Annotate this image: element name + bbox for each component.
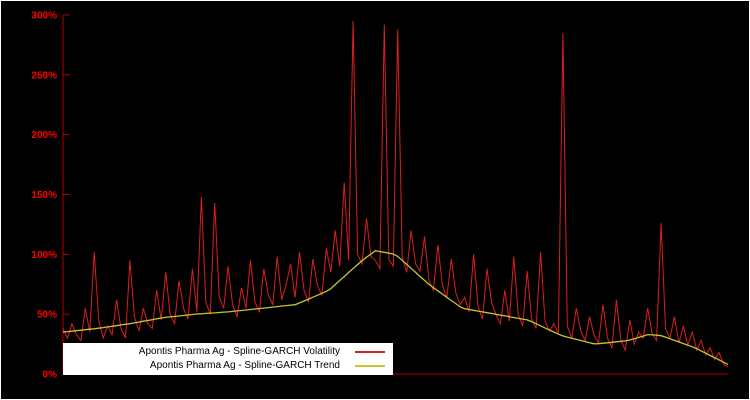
legend: Apontis Pharma Ag - Spline-GARCH Volatil… — [63, 343, 393, 375]
y-tick-label: 300% — [31, 11, 57, 22]
y-tick-label: 250% — [31, 70, 57, 81]
legend-line-sample-volatility — [349, 350, 385, 353]
legend-item-volatility: Apontis Pharma Ag - Spline-GARCH Volatil… — [71, 345, 385, 358]
axes-spines — [62, 15, 728, 375]
legend-item-trend: Apontis Pharma Ag - Spline-GARCH Trend — [71, 359, 385, 372]
volatility-series-line — [62, 20, 729, 368]
legend-label-trend: Apontis Pharma Ag - Spline-GARCH Trend — [149, 360, 340, 371]
y-tick-label: 150% — [31, 190, 57, 201]
legend-label-volatility: Apontis Pharma Ag - Spline-GARCH Volatil… — [138, 346, 340, 357]
y-tick-label: 100% — [31, 250, 57, 261]
y-tick-label: 50% — [37, 310, 57, 321]
y-tick-label: 200% — [31, 130, 57, 141]
trend-series-line — [62, 250, 729, 365]
y-tick-label: 0% — [43, 370, 58, 381]
legend-line-sample-trend — [349, 364, 385, 367]
